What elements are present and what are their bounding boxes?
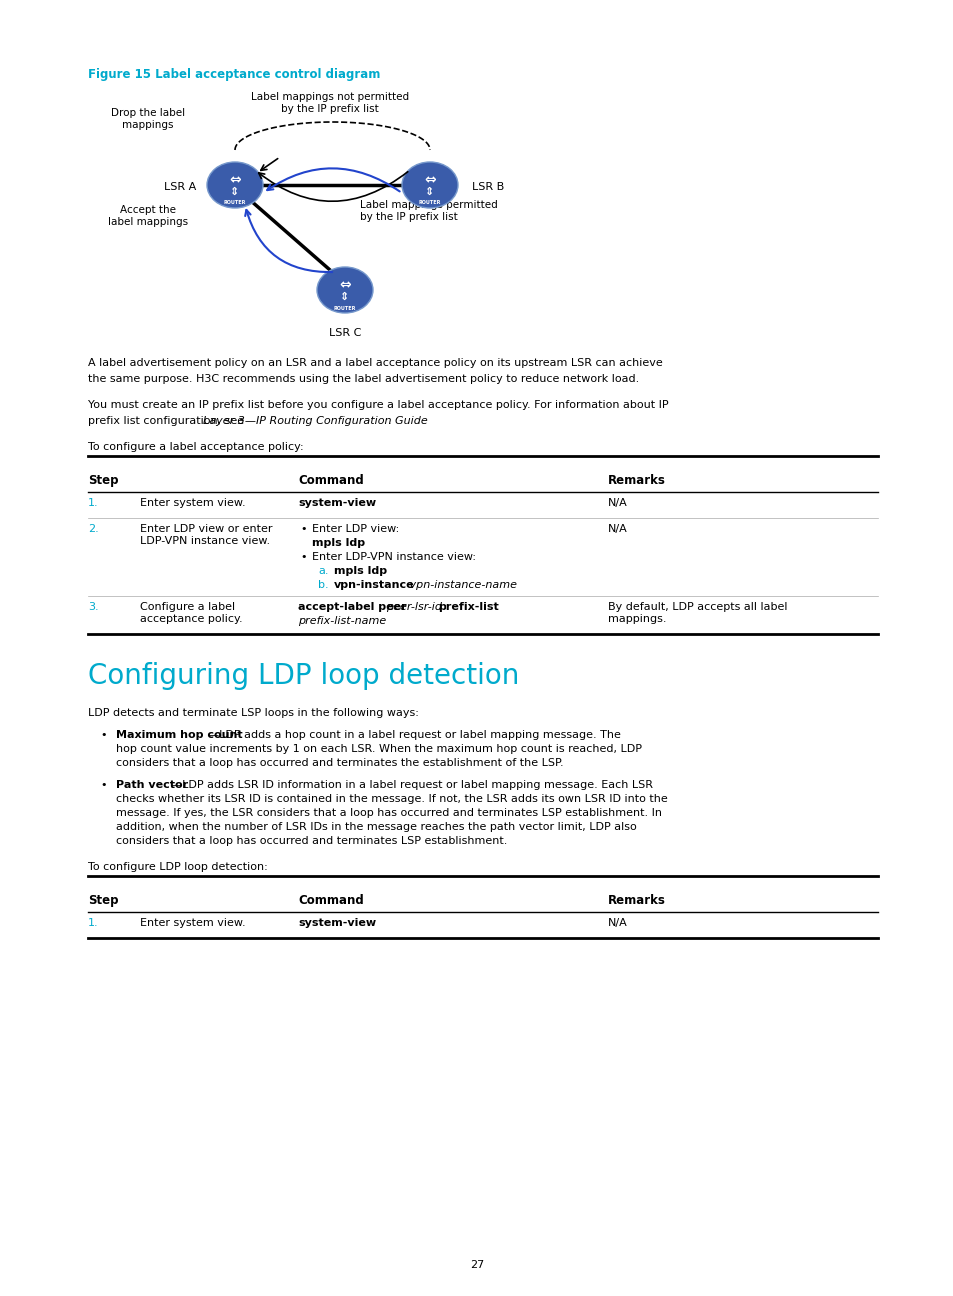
- Text: the same purpose. H3C recommends using the label advertisement policy to reduce : the same purpose. H3C recommends using t…: [88, 375, 639, 384]
- Text: You must create an IP prefix list before you configure a label acceptance policy: You must create an IP prefix list before…: [88, 400, 668, 410]
- Text: vpn-instance: vpn-instance: [334, 581, 415, 590]
- Text: 27: 27: [470, 1260, 483, 1270]
- Text: Path vector: Path vector: [116, 780, 188, 791]
- Text: Enter system view.: Enter system view.: [140, 498, 245, 508]
- Text: 1.: 1.: [88, 498, 98, 508]
- Text: vpn-instance-name: vpn-instance-name: [406, 581, 517, 590]
- Text: considers that a loop has occurred and terminates the establishment of the LSP.: considers that a loop has occurred and t…: [116, 758, 563, 769]
- Text: prefix-list: prefix-list: [437, 603, 498, 612]
- Text: system-view: system-view: [297, 918, 375, 928]
- Text: peer-lsr-id: peer-lsr-id: [386, 603, 445, 612]
- Text: Figure 15 Label acceptance control diagram: Figure 15 Label acceptance control diagr…: [88, 67, 380, 80]
- Text: Label mappings not permitted
by the IP prefix list: Label mappings not permitted by the IP p…: [251, 92, 409, 114]
- Text: Remarks: Remarks: [607, 894, 665, 907]
- Text: Configuring LDP loop detection: Configuring LDP loop detection: [88, 662, 518, 689]
- Text: Layer 3—IP Routing Configuration Guide: Layer 3—IP Routing Configuration Guide: [203, 416, 427, 426]
- Text: Enter LDP-VPN instance view:: Enter LDP-VPN instance view:: [312, 552, 476, 562]
- Text: Command: Command: [297, 474, 363, 487]
- Text: Label mappings permitted
by the IP prefix list: Label mappings permitted by the IP prefi…: [359, 200, 497, 222]
- Text: •: •: [299, 552, 306, 562]
- Text: ⇔: ⇔: [424, 172, 436, 187]
- Text: Accept the
label mappings: Accept the label mappings: [108, 205, 188, 227]
- Text: addition, when the number of LSR IDs in the message reaches the path vector limi: addition, when the number of LSR IDs in …: [116, 822, 636, 832]
- Text: message. If yes, the LSR considers that a loop has occurred and terminates LSP e: message. If yes, the LSR considers that …: [116, 807, 661, 818]
- Text: ⇔: ⇔: [229, 172, 240, 187]
- Text: accept-label peer: accept-label peer: [297, 603, 410, 612]
- Text: mpls ldp: mpls ldp: [312, 538, 365, 548]
- Text: a.: a.: [317, 566, 328, 575]
- Text: mpls ldp: mpls ldp: [334, 566, 387, 575]
- Text: ROUTER: ROUTER: [224, 201, 246, 206]
- Text: LSR A: LSR A: [164, 181, 196, 192]
- Text: LSR C: LSR C: [329, 328, 361, 338]
- Text: Maximum hop count: Maximum hop count: [116, 730, 242, 740]
- Text: system-view: system-view: [297, 498, 375, 508]
- Text: Remarks: Remarks: [607, 474, 665, 487]
- Text: b.: b.: [317, 581, 328, 590]
- Text: To configure a label acceptance policy:: To configure a label acceptance policy:: [88, 442, 303, 452]
- Text: 1.: 1.: [88, 918, 98, 928]
- Text: •: •: [100, 730, 107, 740]
- Text: LSR B: LSR B: [472, 181, 503, 192]
- Text: ⇕: ⇕: [340, 292, 350, 302]
- Text: Command: Command: [297, 894, 363, 907]
- Text: hop count value increments by 1 on each LSR. When the maximum hop count is reach: hop count value increments by 1 on each …: [116, 744, 641, 754]
- Text: N/A: N/A: [607, 498, 627, 508]
- Text: ROUTER: ROUTER: [334, 306, 355, 311]
- Text: ⇔: ⇔: [339, 279, 351, 292]
- Text: To configure LDP loop detection:: To configure LDP loop detection:: [88, 862, 268, 872]
- Text: Configure a label
acceptance policy.: Configure a label acceptance policy.: [140, 603, 242, 623]
- Text: By default, LDP accepts all label
mappings.: By default, LDP accepts all label mappin…: [607, 603, 786, 623]
- Ellipse shape: [401, 162, 457, 207]
- Text: Enter system view.: Enter system view.: [140, 918, 245, 928]
- Text: Enter LDP view or enter
LDP-VPN instance view.: Enter LDP view or enter LDP-VPN instance…: [140, 524, 273, 546]
- Text: 2.: 2.: [88, 524, 99, 534]
- Text: considers that a loop has occurred and terminates LSP establishment.: considers that a loop has occurred and t…: [116, 836, 507, 846]
- Text: N/A: N/A: [607, 524, 627, 534]
- Text: LDP detects and terminate LSP loops in the following ways:: LDP detects and terminate LSP loops in t…: [88, 708, 418, 718]
- Ellipse shape: [207, 162, 263, 207]
- Text: 3.: 3.: [88, 603, 98, 612]
- Text: •: •: [100, 780, 107, 791]
- Text: ⇕: ⇕: [425, 187, 435, 197]
- Text: •: •: [299, 524, 306, 534]
- Text: ROUTER: ROUTER: [418, 201, 440, 206]
- Text: prefix-list-name: prefix-list-name: [297, 616, 386, 626]
- Text: prefix list configuration, see: prefix list configuration, see: [88, 416, 248, 426]
- Text: checks whether its LSR ID is contained in the message. If not, the LSR adds its : checks whether its LSR ID is contained i…: [116, 794, 667, 804]
- Text: Step: Step: [88, 894, 118, 907]
- Text: Drop the label
mappings: Drop the label mappings: [111, 108, 185, 130]
- Ellipse shape: [316, 267, 373, 314]
- Text: —LDP adds LSR ID information in a label request or label mapping message. Each L: —LDP adds LSR ID information in a label …: [171, 780, 652, 791]
- Text: A label advertisement policy on an LSR and a label acceptance policy on its upst: A label advertisement policy on an LSR a…: [88, 358, 662, 368]
- Text: Enter LDP view:: Enter LDP view:: [312, 524, 399, 534]
- Text: N/A: N/A: [607, 918, 627, 928]
- Text: Step: Step: [88, 474, 118, 487]
- Text: ⇕: ⇕: [230, 187, 239, 197]
- Text: —LDP adds a hop count in a label request or label mapping message. The: —LDP adds a hop count in a label request…: [208, 730, 620, 740]
- Text: .: .: [388, 416, 392, 426]
